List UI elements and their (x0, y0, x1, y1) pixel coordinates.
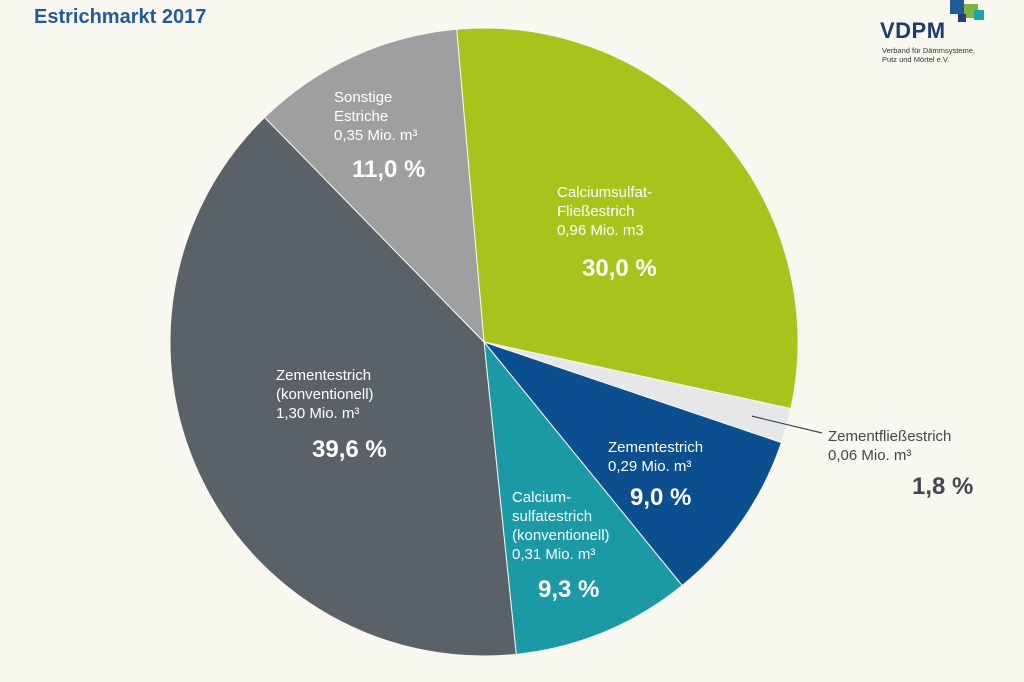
logo-name: VDPM (880, 18, 946, 43)
slice-label-line: Calciumsulfat- (557, 184, 652, 201)
slice-percent-label: 1,8 % (912, 473, 973, 500)
pie-slice-calciumsulfat-fliess (456, 27, 799, 410)
pie-slice-zementestrich (482, 340, 783, 587)
chart-title: Estrichmarkt 2017 (34, 6, 207, 28)
logo-mark-icon (950, 0, 984, 22)
logo-subtitle: Verband für Dämmsysteme, Putz und Mörtel… (882, 46, 1000, 64)
slice-label-line: 1,30 Mio. m³ (276, 405, 359, 422)
slice-label-line: Zementestrich (276, 367, 371, 384)
slice-label-line: Fließestrich (557, 203, 635, 220)
slice-percent-label: 30,0 % (582, 255, 657, 282)
pie-slice-calciumsulfat-konv (483, 340, 683, 655)
slice-label-line: 0,96 Mio. m3 (557, 222, 644, 239)
slice-percent-label: 39,6 % (312, 436, 387, 463)
logo-subtitle-line: Putz und Mörtel e.V. (882, 55, 950, 64)
slice-label-line: (konventionell) (276, 386, 374, 403)
slice-percent-label: 9,3 % (538, 576, 599, 603)
slice-label-line: 0,29 Mio. m³ (608, 458, 691, 475)
pie-labels: Calciumsulfat- Fließestrich 0,96 Mio. m3 30… (276, 89, 973, 603)
logo-subtitle-line: Verband für Dämmsysteme, (882, 46, 975, 55)
slice-label-line: 0,35 Mio. m³ (334, 127, 417, 144)
slice-label-line: sulfatestrich (512, 508, 592, 525)
slice-label-line: (konventionell) (512, 527, 610, 544)
slice-percent-label: 9,0 % (630, 484, 691, 511)
vdpm-logo: VDPM Verband für Dämmsysteme, Putz und M… (880, 0, 998, 70)
pie-slice-sonstige (263, 28, 485, 344)
slice-label-line: 0,06 Mio. m³ (828, 447, 911, 464)
slice-label-line: Estriche (334, 108, 388, 125)
pie-slice-zement-konv (169, 116, 517, 657)
slice-percent-label: 11,0 % (352, 156, 425, 183)
slice-label-line: Sonstige (334, 89, 392, 106)
slice-label-line: Zementfließestrich (828, 428, 951, 445)
slice-label-line: 0,31 Mio. m³ (512, 546, 595, 563)
slice-label-line: Zementestrich (608, 439, 703, 456)
leader-line-zementfliess (751, 415, 823, 434)
pie-slices (169, 27, 799, 657)
slice-label-line: Calcium- (512, 489, 571, 506)
